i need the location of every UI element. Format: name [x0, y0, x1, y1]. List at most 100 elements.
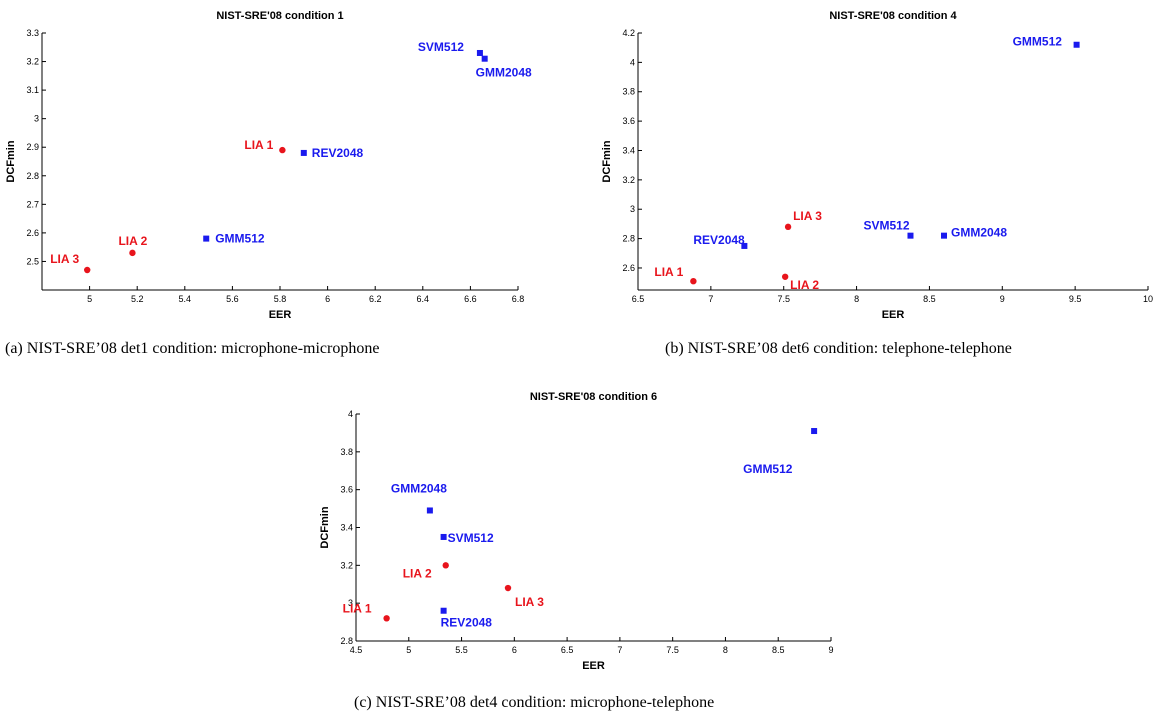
- x-tick-label: 8: [854, 294, 859, 304]
- point-label-lia-3: LIA 3: [793, 209, 822, 223]
- y-tick-label: 2.7: [26, 199, 39, 209]
- y-tick-label: 3.2: [26, 57, 39, 67]
- point-label-gmm2048: GMM2048: [476, 66, 532, 80]
- x-tick-label: 10: [1143, 294, 1153, 304]
- point-label-lia-3: LIA 3: [515, 595, 544, 609]
- x-axis-label: EER: [269, 309, 292, 321]
- y-tick-label: 2.6: [26, 228, 39, 238]
- point-label-rev2048: REV2048: [441, 616, 493, 630]
- y-axis-label: DCFmin: [601, 140, 613, 182]
- x-tick-label: 5.4: [179, 294, 192, 304]
- x-tick-label: 5: [87, 294, 92, 304]
- x-tick-label: 8.5: [772, 645, 785, 655]
- point-label-gmm2048: GMM2048: [391, 481, 447, 495]
- y-tick-label: 3.1: [26, 85, 39, 95]
- point-label-gmm2048: GMM2048: [951, 226, 1007, 240]
- y-tick-label: 3.8: [340, 447, 353, 457]
- x-tick-label: 9.5: [1069, 294, 1082, 304]
- point-svm512: [440, 533, 447, 540]
- x-tick-label: 7: [708, 294, 713, 304]
- y-tick-label: 2.8: [622, 234, 635, 244]
- chart-panel-b: NIST-SRE'08 condition 4 6.5 7 7.5 8 8.5 9 9.5 10…: [590, 0, 1153, 370]
- chart-title: NIST-SRE'08 condition 6: [530, 391, 657, 403]
- point-lia-2: [781, 273, 789, 280]
- x-axis-label: EER: [582, 660, 605, 672]
- y-tick-label: 3.3: [26, 28, 39, 38]
- x-tick-label: 6: [512, 645, 517, 655]
- point-label-gmm512: GMM512: [215, 232, 265, 246]
- caption-b: (b) NIST-SRE’08 det6 condition: telephon…: [665, 340, 1012, 357]
- point-label-svm512: SVM512: [418, 40, 464, 54]
- x-tick-label: 7: [617, 645, 622, 655]
- x-tick-label: 6.8: [512, 294, 525, 304]
- point-label-lia-1: LIA 1: [343, 601, 372, 615]
- point-lia-1: [279, 146, 286, 154]
- point-label-svm512: SVM512: [448, 531, 494, 545]
- x-tick-label: 5.2: [131, 294, 144, 304]
- y-axis-label: DCFmin: [319, 506, 331, 548]
- x-axis-label: EER: [882, 309, 905, 321]
- y-tick-label: 2.8: [340, 636, 353, 646]
- y-tick-label: 4.2: [622, 28, 635, 38]
- y-axis-label: DCFmin: [5, 140, 17, 182]
- y-tick-label: 3.4: [622, 145, 635, 155]
- point-gmm2048: [481, 55, 488, 62]
- y-tick-label: 3.6: [340, 485, 353, 495]
- point-lia-2: [129, 249, 136, 257]
- point-lia-3: [784, 223, 792, 231]
- y-tick-label: 3.2: [622, 175, 635, 185]
- x-tick-label: 7.5: [666, 645, 679, 655]
- point-label-rev2048: REV2048: [693, 233, 745, 247]
- scatter-chart-condition-1: NIST-SRE'08 condition 1 5 5.2 5.4 5.6 5.8 6 6.2…: [5, 10, 532, 321]
- point-lia-2: [442, 562, 449, 569]
- point-lia-3: [504, 584, 512, 592]
- x-tick-label: 6.4: [417, 294, 430, 304]
- x-tick-label: 6.5: [561, 645, 574, 655]
- point-gmm2048: [941, 232, 947, 239]
- point-label-gmm512: GMM512: [1013, 35, 1063, 49]
- chart-title: NIST-SRE'08 condition 4: [829, 10, 957, 22]
- y-tick-label: 2.5: [26, 256, 39, 266]
- y-tick-label: 3: [630, 204, 635, 214]
- chart-title: NIST-SRE'08 condition 1: [216, 10, 343, 22]
- y-tick-label: 2.6: [622, 263, 635, 273]
- point-rev2048: [440, 607, 447, 614]
- x-tick-label: 7.5: [777, 294, 790, 304]
- scatter-chart-condition-6: NIST-SRE'08 condition 6 4.5 5 5.5 6 6.5 7 7.5 8 8…: [319, 391, 834, 672]
- point-lia-1: [690, 277, 697, 285]
- point-label-lia-1: LIA 1: [244, 138, 273, 152]
- y-tick-label: 3.4: [340, 523, 353, 533]
- point-lia-3: [84, 266, 91, 274]
- caption-a: (a) NIST-SRE’08 det1 condition: micropho…: [5, 340, 380, 357]
- x-tick-label: 9: [1000, 294, 1005, 304]
- x-tick-label: 5.8: [274, 294, 287, 304]
- point-svm512: [907, 232, 914, 239]
- y-tick-label: 3: [348, 598, 353, 608]
- point-gmm512: [811, 428, 818, 435]
- point-label-lia-2: LIA 2: [403, 566, 432, 580]
- x-tick-label: 6: [325, 294, 330, 304]
- point-label-svm512: SVM512: [863, 219, 909, 233]
- point-lia-1: [383, 615, 390, 622]
- point-label-gmm512: GMM512: [743, 462, 793, 476]
- point-gmm512: [1073, 41, 1080, 48]
- x-tick-label: 8: [723, 645, 728, 655]
- scatter-chart-condition-4: NIST-SRE'08 condition 4 6.5 7 7.5 8 8.5 9 9.5 10…: [601, 10, 1153, 321]
- point-label-lia-3: LIA 3: [50, 252, 79, 266]
- x-tick-label: 9: [828, 645, 833, 655]
- point-rev2048: [300, 149, 307, 156]
- point-label-lia-1: LIA 1: [654, 265, 683, 279]
- y-tick-label: 3: [34, 114, 39, 124]
- point-svm512: [476, 49, 483, 56]
- x-tick-label: 6.5: [632, 294, 645, 304]
- chart-panel-c: NIST-SRE'08 condition 6 4.5 5 5.5 6 6.5 7 7.5 8 8…: [300, 388, 860, 724]
- x-tick-label: 6.6: [464, 294, 477, 304]
- y-tick-label: 4: [348, 409, 353, 419]
- point-rev2048: [741, 242, 748, 249]
- point-label-lia-2: LIA 2: [118, 234, 147, 248]
- x-tick-label: 6.2: [369, 294, 382, 304]
- point-label-lia-2: LIA 2: [790, 278, 819, 292]
- x-tick-label: 5.6: [226, 294, 239, 304]
- x-tick-label: 8.5: [923, 294, 936, 304]
- y-tick-label: 3.6: [622, 116, 635, 126]
